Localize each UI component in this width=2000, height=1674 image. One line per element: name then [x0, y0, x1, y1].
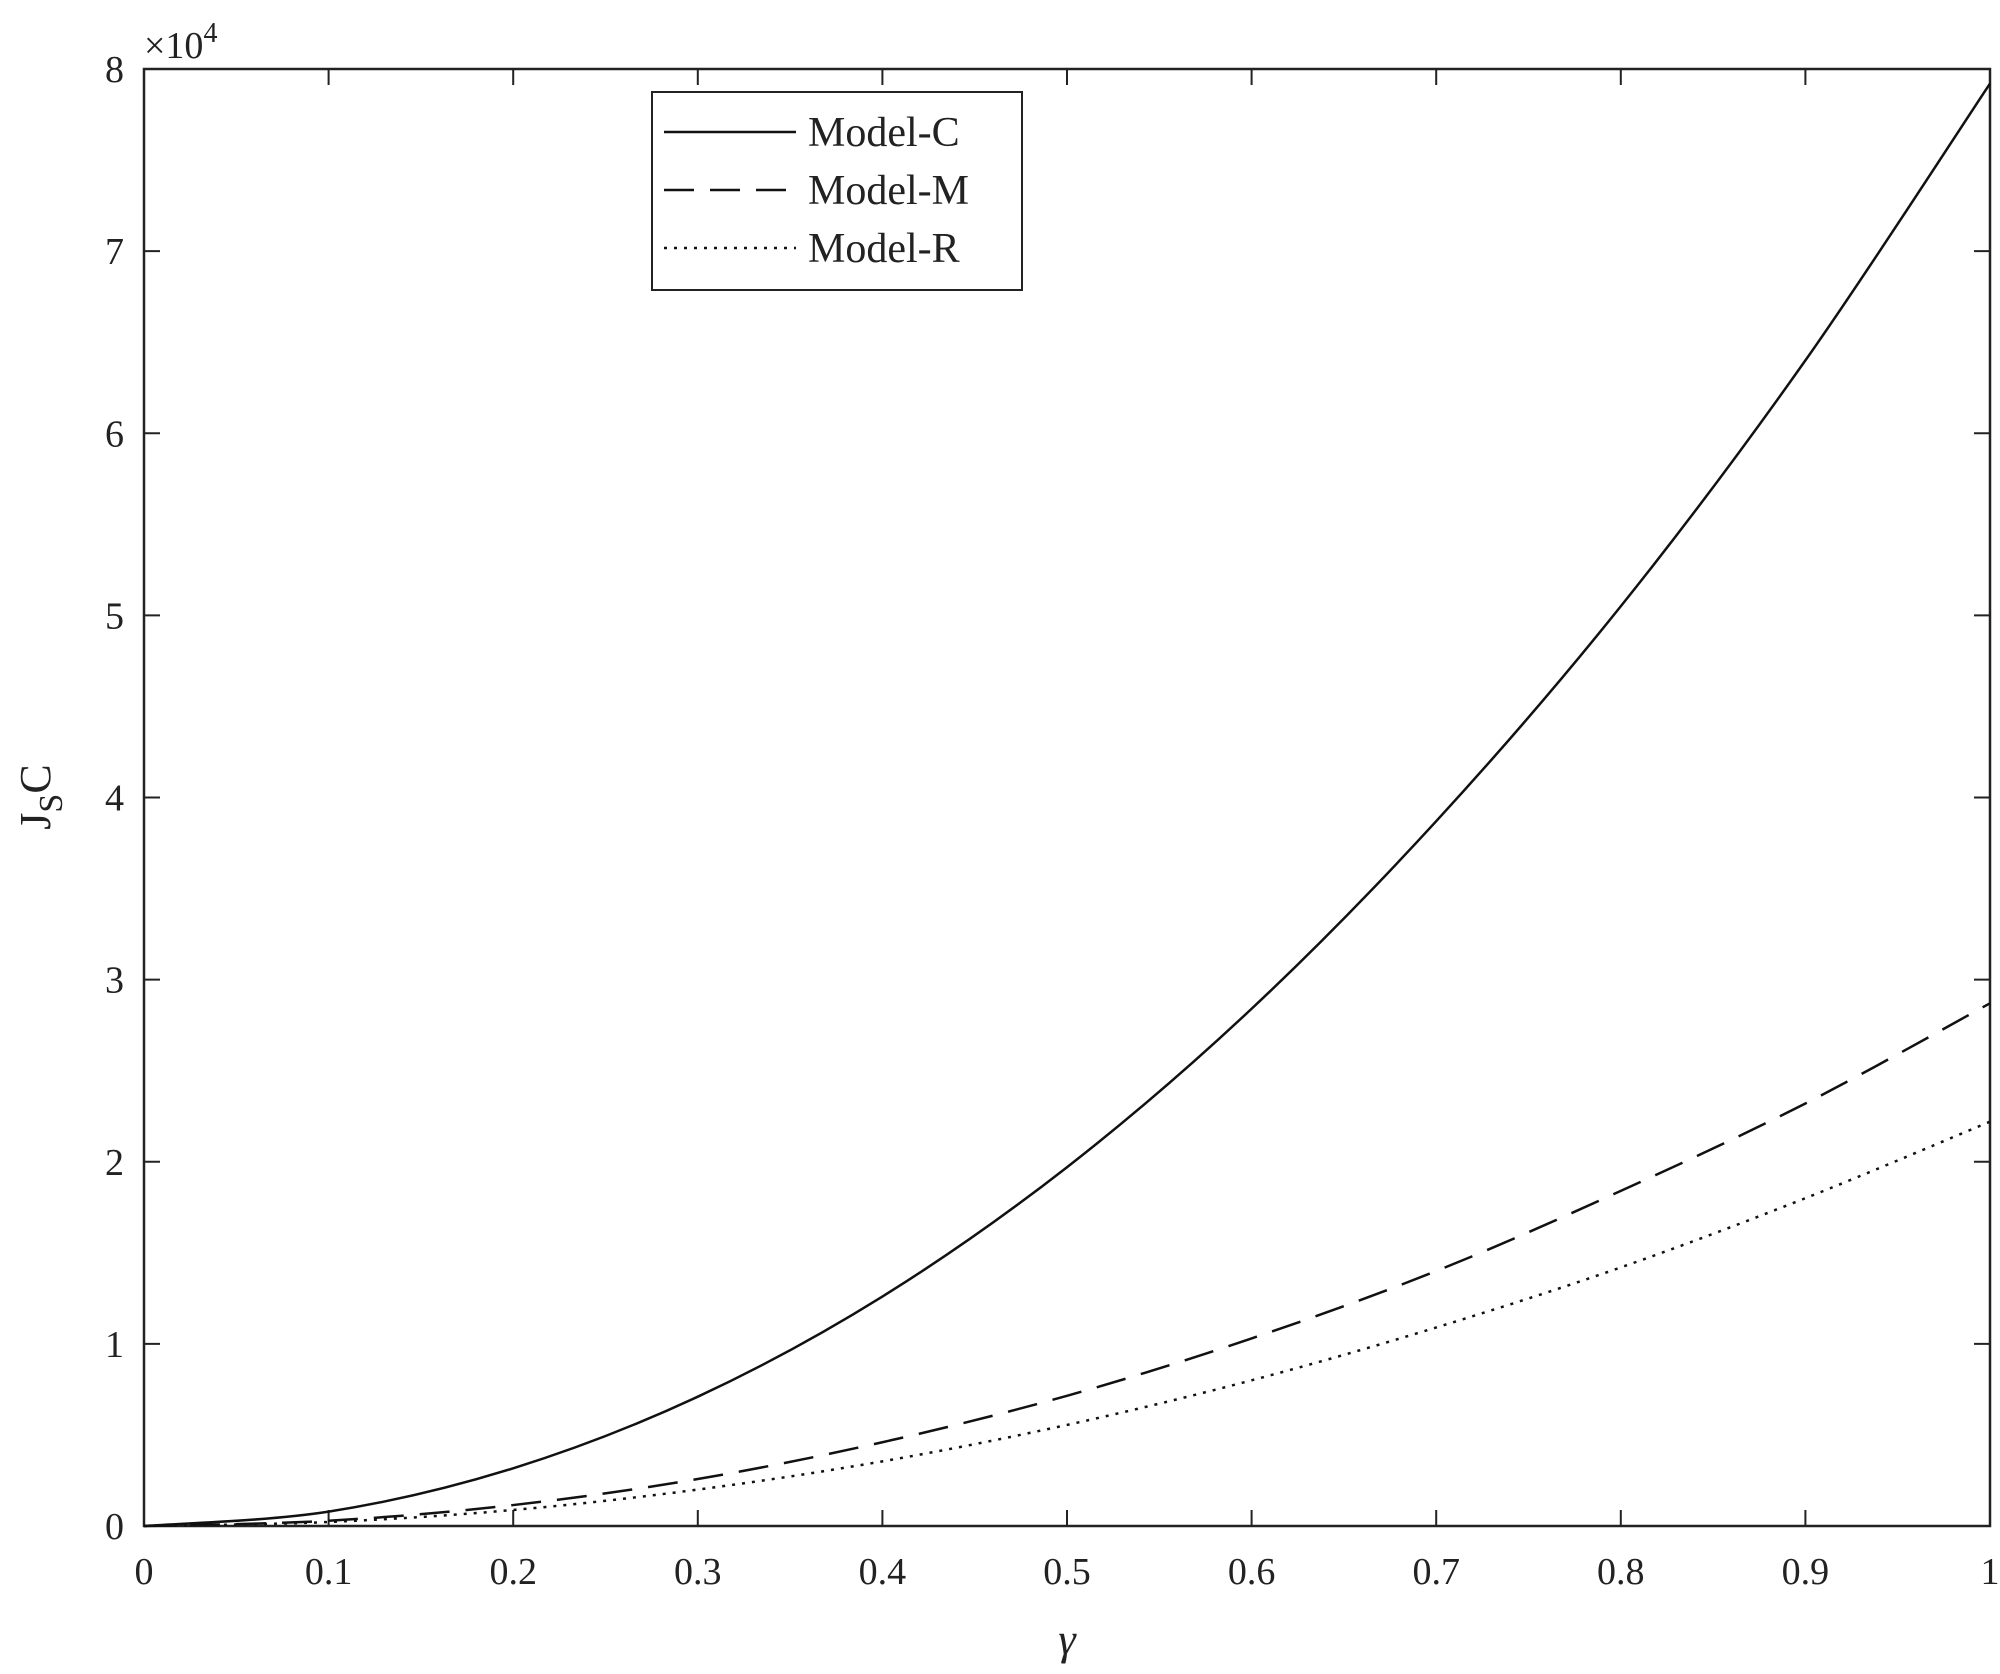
- x-tick-label: 0.4: [859, 1551, 907, 1593]
- y-axis-multiplier: ×104: [144, 18, 217, 67]
- x-tick-label: 0.5: [1043, 1551, 1091, 1593]
- y-tick-label: 7: [105, 231, 124, 273]
- y-tick-label: 5: [105, 595, 124, 637]
- y-multiplier-exponent: 4: [203, 18, 217, 49]
- y-axis-label-subscript: S: [33, 794, 70, 813]
- y-axis-label: JSC: [11, 764, 70, 829]
- x-tick-label: 0.7: [1412, 1551, 1460, 1593]
- x-tick-label: 0.9: [1782, 1551, 1830, 1593]
- y-axis-label-main: J: [11, 813, 60, 830]
- series-line-1: [143, 1002, 1991, 1528]
- x-tick-label: 0: [135, 1551, 154, 1593]
- legend-label: Model-M: [808, 168, 969, 214]
- legend-label: Model-R: [808, 226, 960, 272]
- x-axis-label: γ: [1058, 1615, 1077, 1664]
- x-tick-label: 0.8: [1597, 1551, 1645, 1593]
- y-tick-label: 2: [105, 1142, 124, 1184]
- y-axis-ticks: 0 1 2 3 4 5 6 7 8: [105, 49, 1990, 1548]
- series-line-2: [143, 1120, 1991, 1528]
- y-axis-label-tail: C: [11, 764, 60, 793]
- legend-items: Model-C Model-M Model-R: [664, 110, 969, 272]
- x-tick-label: 1: [1981, 1551, 2000, 1593]
- legend: Model-C Model-M Model-R: [651, 91, 1023, 291]
- y-multiplier-base: ×10: [144, 25, 203, 67]
- series-line-0: [143, 82, 1992, 1528]
- y-tick-label: 8: [105, 49, 124, 91]
- plot-area: [142, 67, 1992, 1528]
- y-tick-label: 1: [105, 1324, 124, 1366]
- x-axis-ticks: 0 0.1 0.2 0.3 0.4 0.5 0.6 0.7 0.8 0.9 1: [135, 69, 2000, 1593]
- x-tick-label: 0.6: [1228, 1551, 1276, 1593]
- y-tick-label: 4: [105, 778, 124, 820]
- x-tick-label: 0.2: [489, 1551, 537, 1593]
- x-tick-label: 0.3: [674, 1551, 722, 1593]
- x-tick-label: 0.1: [305, 1551, 353, 1593]
- series-lines: [143, 82, 1992, 1528]
- y-tick-label: 0: [105, 1506, 124, 1548]
- legend-label: Model-C: [808, 110, 960, 156]
- y-tick-label: 3: [105, 960, 124, 1002]
- y-tick-label: 6: [105, 413, 124, 455]
